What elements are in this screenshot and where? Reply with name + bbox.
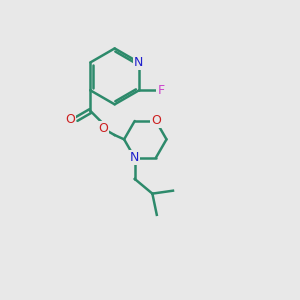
Text: N: N bbox=[134, 56, 144, 69]
Text: F: F bbox=[158, 84, 164, 97]
Text: O: O bbox=[151, 115, 161, 128]
Text: O: O bbox=[98, 122, 108, 135]
Text: O: O bbox=[66, 112, 76, 126]
Text: N: N bbox=[130, 151, 140, 164]
